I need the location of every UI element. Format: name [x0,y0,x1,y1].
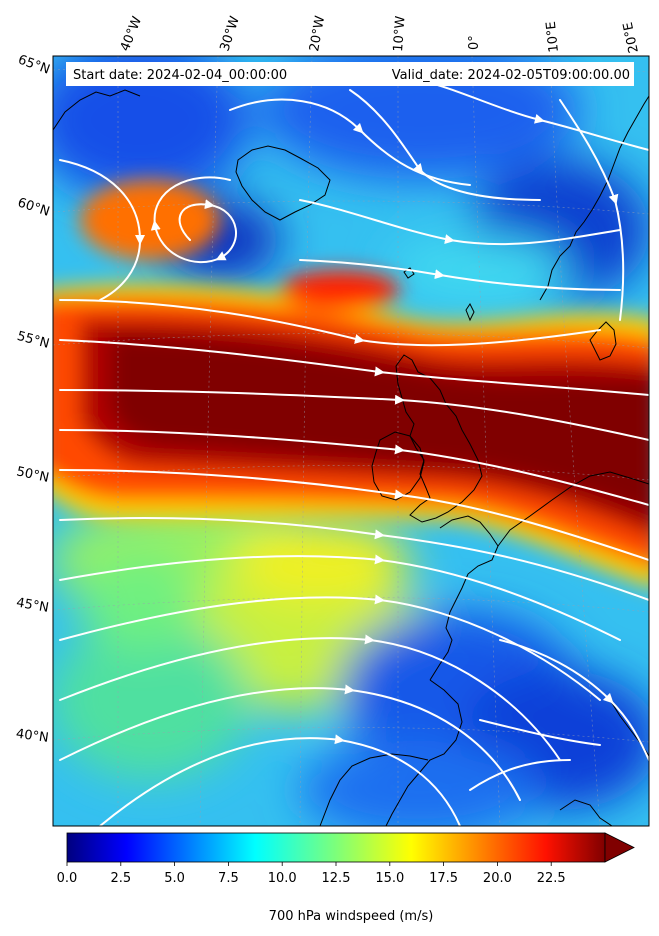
colorbar-tick-label: 0.0 [57,871,78,886]
iceland-coast [235,145,331,221]
start-date-label: Start date: 2024-02-04_00:00:00 [73,68,287,83]
lon-label-30w: 30°W [218,14,243,53]
colorbar-tick-label: 20.0 [483,871,512,886]
colorbar-label: 700 hPa windspeed (m/s) [269,909,434,924]
colorbar-tick-label: 7.5 [218,871,239,886]
map-panel [53,56,649,826]
greenland-coast [53,89,141,131]
france-coast [429,515,499,681]
lat-label-45n: 45°N [15,595,50,615]
colorbar-tick-label: 10.0 [268,871,297,886]
streamlines [59,79,649,826]
longitude-labels: 40°W 30°W 20°W 10°W 0° 10°E 20°E [118,14,642,54]
med-coast [559,799,613,826]
valid-date-label: Valid_date: 2024-02-05T09:00:00.00 [392,68,630,83]
colorbar-tick-label: 12.5 [322,871,351,886]
north-africa-coast [319,753,429,826]
colorbar-tick-label: 15.0 [375,871,404,886]
lat-label-65n: 65°N [16,52,52,77]
colorbar-tick-label: 2.5 [110,871,131,886]
colorbar-extend-arrow [604,832,635,863]
colorbar-gradient [66,832,606,863]
lon-label-0: 0° [467,35,482,50]
lon-label-40w: 40°W [118,14,145,53]
lat-label-50n: 50°N [15,464,50,485]
colorbar-ticks: 0.0 2.5 5.0 7.5 10.0 12.5 15.0 17.5 20.0 22.5 [57,862,566,886]
iberia-coast [385,679,463,826]
colorbar-tick-label: 5.0 [164,871,185,886]
colorbar-tick-label: 22.5 [537,871,566,886]
date-label-box: Start date: 2024-02-04_00:00:00 Valid_da… [66,62,634,86]
lon-label-20e: 20°E [621,21,642,55]
map-frame [52,55,650,827]
norway-coast [539,95,649,301]
latitude-labels: 65°N 60°N 55°N 50°N 45°N 40°N [15,52,52,746]
shetland [465,303,475,322]
denmark-coast [589,321,617,361]
lon-label-10e: 10°E [544,20,562,53]
lon-label-20w: 20°W [307,15,328,53]
colorbar-tick-label: 17.5 [429,871,458,886]
lat-label-40n: 40°N [15,727,50,746]
lat-label-60n: 60°N [16,195,52,219]
lon-label-10w: 10°W [391,15,408,52]
lat-label-55n: 55°N [15,329,51,352]
colorbar: 0.0 2.5 5.0 7.5 10.0 12.5 15.0 17.5 20.0 22.5 700… [57,832,635,924]
europe-coast [497,471,649,547]
britain-coast [395,354,483,523]
